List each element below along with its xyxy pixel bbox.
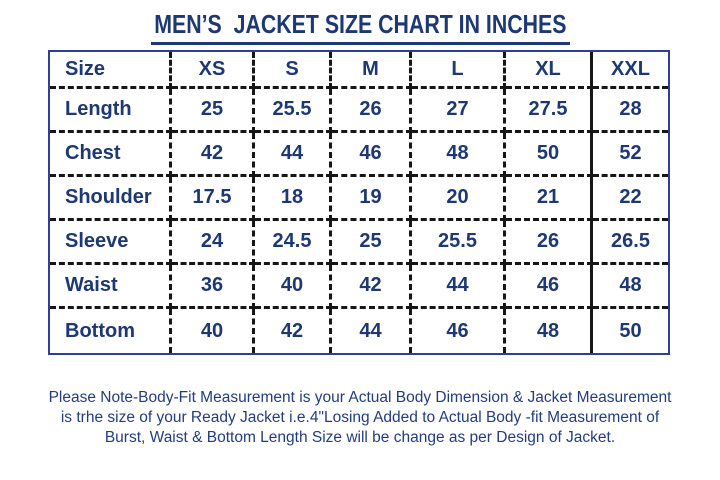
value-cell: 46 xyxy=(412,309,506,353)
table-row: Chest 42 44 46 48 50 52 xyxy=(50,133,668,177)
value-cell: 25 xyxy=(172,89,255,133)
row-label: Length xyxy=(50,89,172,133)
row-label: Bottom xyxy=(50,309,172,353)
value-cell: 52 xyxy=(593,133,668,177)
value-cell: 50 xyxy=(619,319,642,342)
value-cell: 18 xyxy=(255,177,332,221)
value-cell: 21 xyxy=(506,177,593,221)
value-cell: 44 xyxy=(255,133,332,177)
value-cell: 22 xyxy=(593,177,668,221)
header-cell-s: S xyxy=(255,52,332,89)
table-row: Length 25 25.5 26 27 27.5 28 xyxy=(50,89,668,133)
note-line-3: Burst, Waist & Bottom Length Size will b… xyxy=(104,429,616,446)
value-cell: 44 xyxy=(332,309,412,353)
value-cell: 17.5 xyxy=(172,177,255,221)
note-line-1: Please Note-Body-Fit Measurement is your… xyxy=(48,389,672,406)
value-cell: 44 xyxy=(412,265,506,309)
value-cell: 26 xyxy=(332,89,412,133)
row-label: Chest xyxy=(50,133,172,177)
note-text: Please Note-Body-Fit Measurement is your… xyxy=(0,388,720,448)
header-cell-xxl: XXL xyxy=(593,52,668,89)
value-cell: 24.5 xyxy=(255,221,332,265)
value-cell: 42 xyxy=(332,265,412,309)
value-cell: 26.5 xyxy=(593,221,668,265)
header-cell-xs: XS xyxy=(172,52,255,89)
header-cell-m: M xyxy=(332,52,412,89)
header-cell-xl: XL xyxy=(506,52,593,89)
value-cell: 42 xyxy=(172,133,255,177)
value-cell: 20 xyxy=(412,177,506,221)
value-cell: 25.5 xyxy=(412,221,506,265)
page-title: MEN’S JACKET SIZE CHART IN INCHES xyxy=(150,9,570,45)
table-row: Bottom 40 42 44 46 48 50 xyxy=(50,309,668,353)
row-label: Shoulder xyxy=(50,177,172,221)
value-cell: 28 xyxy=(593,89,668,133)
value-cell: 46 xyxy=(506,265,593,309)
size-chart-table-wrap: Size XS S M L XL XXL Length 25 25.5 26 27 27.5 28 Che… xyxy=(48,50,670,355)
value-cell: 25.5 xyxy=(255,89,332,133)
value-cell: 27 xyxy=(412,89,506,133)
value-cell: 50 xyxy=(506,133,593,177)
note-line-2: is trhe size of your Ready Jacket i.e.4"… xyxy=(60,409,660,426)
value-cell: 19 xyxy=(332,177,412,221)
value-cell: 24 xyxy=(172,221,255,265)
value-cell: 27.5 xyxy=(506,89,593,133)
page-title-row: MEN’S JACKET SIZE CHART IN INCHES xyxy=(0,9,720,45)
value-cell: 40 xyxy=(172,309,255,353)
table-row: Waist 36 40 42 44 46 48 xyxy=(50,265,668,309)
value-cell: 42 xyxy=(255,309,332,353)
size-chart-table: Size XS S M L XL XXL Length 25 25.5 26 27 27.5 28 Che… xyxy=(50,52,668,353)
value-cell: 48 xyxy=(412,133,506,177)
value-cell: 36 xyxy=(172,265,255,309)
value-cell: 26 xyxy=(506,221,593,265)
header-cell-l: L xyxy=(412,52,506,89)
header-cell-size: Size xyxy=(50,52,172,89)
table-row: Shoulder 17.5 18 19 20 21 22 xyxy=(50,177,668,221)
value-cell: 40 xyxy=(255,265,332,309)
header-row: Size XS S M L XL XXL xyxy=(50,52,668,89)
value-cell: 48 xyxy=(593,265,668,309)
value-cell: 25 xyxy=(332,221,412,265)
value-cell: 48 xyxy=(506,309,593,353)
table-row: Sleeve 24 24.5 25 25.5 26 26.5 xyxy=(50,221,668,265)
value-cell: 46 xyxy=(332,133,412,177)
row-label: Sleeve xyxy=(50,221,172,265)
row-label: Waist xyxy=(50,265,172,309)
